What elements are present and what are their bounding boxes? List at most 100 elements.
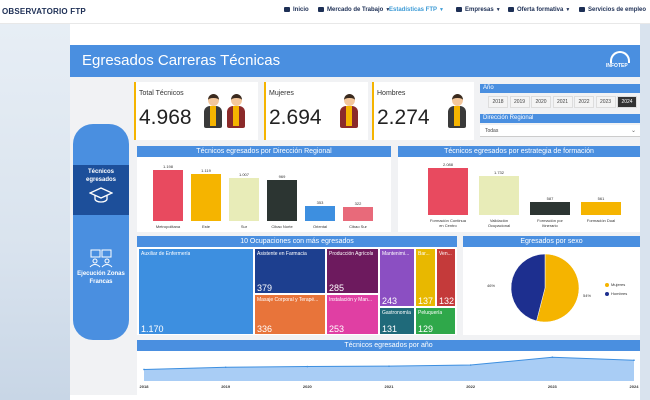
- bar-category-label: Sur: [240, 224, 248, 229]
- chevron-down-icon: ▼: [439, 7, 444, 13]
- treemap-tile[interactable]: Masaje Corporal y Terapé... 336: [255, 295, 325, 334]
- nav-item-mercado-de-trabajo[interactable]: Mercado de Trabajo ▼: [318, 7, 390, 13]
- treemap-tile[interactable]: Peluquería 129: [416, 308, 455, 334]
- area-point-2019[interactable]: [224, 366, 227, 369]
- male-graduate-icon: [448, 94, 466, 128]
- treemap-tile-value: 137: [418, 296, 434, 306]
- bar-validación-ocupacional[interactable]: [479, 175, 519, 215]
- kpi-value: 2.694: [269, 106, 322, 129]
- region-dropdown[interactable]: Todas ⌄: [480, 125, 640, 137]
- x-axis-tick-label: 2021: [384, 384, 394, 389]
- bar-cibao-sur[interactable]: [343, 207, 373, 221]
- treemap-tile-value: 129: [418, 324, 434, 334]
- treemap-tile-value: 379: [257, 283, 273, 293]
- treemap-tile-label: Peluquería: [418, 310, 443, 316]
- nav-item-empresas[interactable]: Empresas ▼: [456, 7, 501, 13]
- area-point-2021[interactable]: [388, 365, 390, 367]
- chart-title: Técnicos egresados por estrategia de for…: [398, 146, 640, 157]
- treemap-tile[interactable]: Asistente en Farmacia 379: [255, 249, 325, 293]
- bar-cibao-norte[interactable]: [267, 180, 297, 221]
- nav-item-oferta-formativa[interactable]: Oferta formativa ▼: [508, 7, 570, 13]
- treemap-tile[interactable]: Instalación y Man... 253: [327, 295, 378, 334]
- treemap-tile-label: Producción Agrícola: [329, 251, 374, 257]
- treemap-tile-value: 1.170: [141, 324, 164, 334]
- nav-item-servicios-de-empleo[interactable]: Servicios de empleo: [579, 7, 646, 13]
- year-filter-header: Año: [480, 84, 640, 93]
- bar-metropolitana[interactable]: [153, 170, 183, 221]
- bar-category-label: Este: [201, 224, 210, 229]
- treemap-tile-label: Auxiliar de Enfermería: [141, 251, 191, 257]
- bar-value-label: 1.119: [201, 167, 211, 173]
- x-axis-tick-label: 2019: [221, 384, 231, 389]
- graduate-icon: [88, 187, 114, 203]
- female-graduate-icon: [340, 94, 358, 128]
- x-axis-tick-label: 2022: [466, 384, 476, 389]
- area-point-2018[interactable]: [143, 368, 145, 371]
- area-point-2023[interactable]: [551, 356, 554, 359]
- chart-estrategia: Técnicos egresados por estrategia de for…: [398, 146, 640, 232]
- legend-item-hombres[interactable]: Hombres: [605, 291, 627, 296]
- page-title: Egresados Carreras Técnicas: [82, 52, 281, 69]
- treemap-tile-label: Instalación y Man...: [329, 297, 373, 303]
- treemap-tile-value: 253: [329, 324, 345, 334]
- people-icon: [579, 7, 585, 12]
- treemap-tile-label: Gastronomía: [382, 310, 411, 316]
- page-background-left: [0, 24, 70, 400]
- bar-value-label: 353: [316, 200, 324, 206]
- region-filter-header: Dirección Regional: [480, 114, 640, 123]
- nav-item-inicio[interactable]: Inicio: [284, 7, 309, 13]
- female-graduate-icon: [227, 94, 245, 128]
- bar-formación-continua-en-centro[interactable]: [428, 167, 468, 215]
- treemap-tile-value: 285: [329, 283, 345, 293]
- treemap-tile[interactable]: Ven... 132: [437, 249, 455, 306]
- year-button-2024[interactable]: 2024: [617, 96, 637, 108]
- bar-este[interactable]: [191, 173, 221, 221]
- chevron-down-icon: ▼: [565, 7, 571, 13]
- bar-category-label: Formación Continua en Centro: [429, 218, 467, 228]
- pie-chart: [510, 253, 580, 323]
- sidebar-item-ejecucion-zonas-francas[interactable]: Ejecución Zonas Francas: [73, 248, 129, 298]
- year-button-2022[interactable]: 2022: [574, 96, 594, 108]
- area-point-2024[interactable]: [633, 359, 635, 361]
- treemap-tile[interactable]: Auxiliar de Enfermería 1.170: [139, 249, 253, 334]
- legend-item-mujeres[interactable]: Mujeres: [605, 282, 625, 287]
- sidebar-item-label: Técnicos egresados: [85, 169, 116, 183]
- kpi-label: Mujeres: [269, 90, 294, 97]
- nav-item-estadisticas-ftp[interactable]: Estadísticas FTP ▼: [389, 7, 444, 13]
- bar-value-label: 2.088: [442, 161, 453, 167]
- pie-slice-mujeres[interactable]: [536, 253, 580, 323]
- graduation-icon: [508, 7, 514, 12]
- year-button-2020[interactable]: 2020: [531, 96, 551, 108]
- area-point-2020[interactable]: [306, 365, 309, 368]
- pie-slice-hombres[interactable]: [510, 253, 546, 322]
- area-point-2022[interactable]: [469, 364, 472, 366]
- year-button-2021[interactable]: 2021: [552, 96, 573, 108]
- treemap-tile[interactable]: Producción Agrícola 285: [327, 249, 378, 293]
- chart-ocupaciones: 10 Ocupaciones con más egresados Auxilia…: [137, 236, 457, 335]
- briefcase-icon: [318, 7, 324, 12]
- sidebar-item-tecnicos-egresados[interactable]: Técnicos egresados: [73, 165, 129, 215]
- top-navbar: OBSERVATORIO FTP Inicio Mercado de Traba…: [0, 0, 650, 24]
- bar-category-label: Metropolitana: [155, 224, 181, 229]
- chart-title: 10 Ocupaciones con más egresados: [137, 236, 457, 247]
- bar-formación-por-itinerario[interactable]: [530, 201, 570, 215]
- bar-oriental[interactable]: [305, 206, 335, 221]
- brand-logo-text[interactable]: OBSERVATORIO FTP: [2, 7, 86, 16]
- treemap-tile-label: Asistente en Farmacia: [257, 251, 307, 257]
- treemap-tile[interactable]: Bar... 137: [416, 249, 435, 306]
- year-button-2018[interactable]: 2018: [488, 96, 508, 108]
- x-axis-tick-label: 2020: [302, 384, 312, 389]
- x-axis-tick-label: 2023: [547, 384, 557, 389]
- year-button-2023[interactable]: 2023: [595, 96, 616, 108]
- treemap-tile[interactable]: Mantenimi... 243: [380, 249, 414, 306]
- area-chart: [143, 356, 635, 381]
- sidebar-item-label: Ejecución Zonas Francas: [77, 271, 125, 285]
- bar-value-label: 969: [278, 174, 286, 179]
- bar-sur[interactable]: [229, 178, 259, 221]
- year-button-2019[interactable]: 2019: [509, 96, 530, 108]
- kpi-mujeres: Mujeres 2.694: [264, 82, 368, 140]
- treemap-tile[interactable]: Gastronomía 131: [380, 308, 414, 334]
- kpi-value: 4.968: [139, 106, 192, 129]
- bar-value-label: 1.732: [493, 169, 504, 175]
- bar-formación-dual[interactable]: [581, 202, 621, 215]
